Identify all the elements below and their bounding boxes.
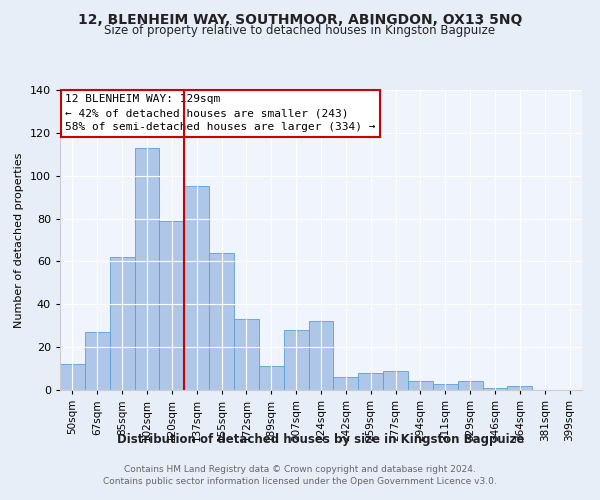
- Bar: [234, 320, 259, 390]
- Bar: [308, 322, 334, 390]
- Bar: [160, 220, 184, 390]
- Bar: [482, 388, 508, 390]
- Text: 12, BLENHEIM WAY, SOUTHMOOR, ABINGDON, OX13 5NQ: 12, BLENHEIM WAY, SOUTHMOOR, ABINGDON, O…: [78, 12, 522, 26]
- Text: 12 BLENHEIM WAY: 129sqm
← 42% of detached houses are smaller (243)
58% of semi-d: 12 BLENHEIM WAY: 129sqm ← 42% of detache…: [65, 94, 376, 132]
- Bar: [508, 386, 532, 390]
- Bar: [334, 377, 358, 390]
- Text: Distribution of detached houses by size in Kingston Bagpuize: Distribution of detached houses by size …: [117, 432, 525, 446]
- Bar: [110, 257, 134, 390]
- Bar: [408, 382, 433, 390]
- Bar: [60, 364, 85, 390]
- Bar: [85, 332, 110, 390]
- Y-axis label: Number of detached properties: Number of detached properties: [14, 152, 24, 328]
- Bar: [134, 148, 160, 390]
- Bar: [284, 330, 308, 390]
- Bar: [458, 382, 482, 390]
- Text: Contains HM Land Registry data © Crown copyright and database right 2024.: Contains HM Land Registry data © Crown c…: [124, 465, 476, 474]
- Bar: [358, 373, 383, 390]
- Bar: [383, 370, 408, 390]
- Bar: [259, 366, 284, 390]
- Bar: [433, 384, 458, 390]
- Text: Contains public sector information licensed under the Open Government Licence v3: Contains public sector information licen…: [103, 478, 497, 486]
- Bar: [209, 253, 234, 390]
- Text: Size of property relative to detached houses in Kingston Bagpuize: Size of property relative to detached ho…: [104, 24, 496, 37]
- Bar: [184, 186, 209, 390]
